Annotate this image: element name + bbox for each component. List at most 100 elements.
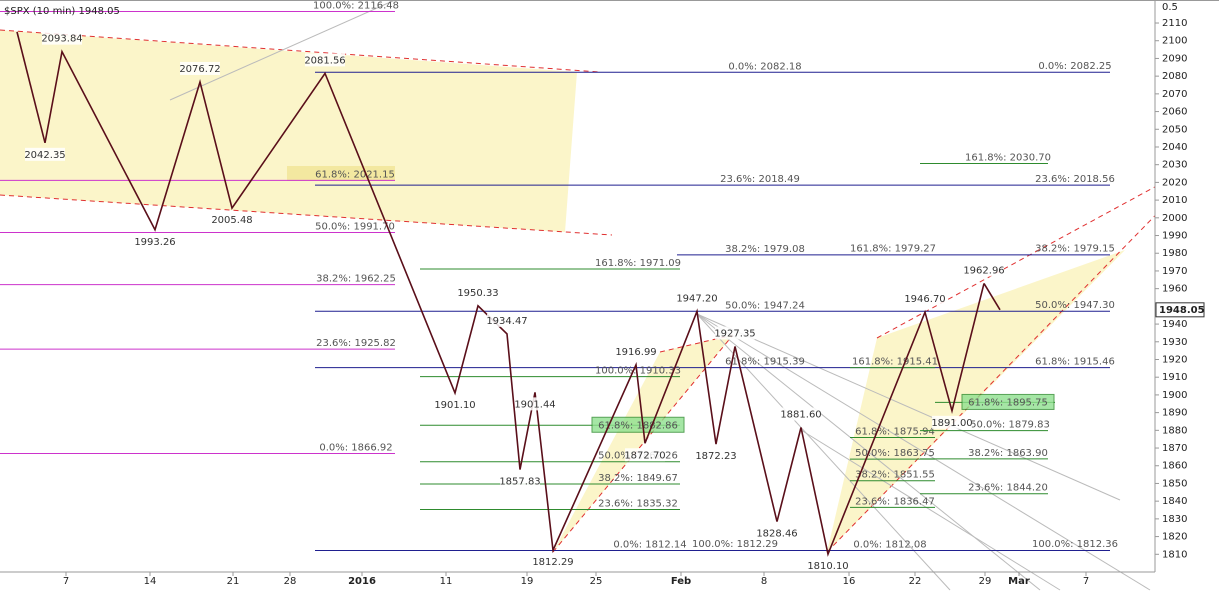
- swing-label-bg: [42, 31, 82, 45]
- y-tick-label: 2060: [1162, 107, 1187, 118]
- last-price-label: 1948.05: [1159, 305, 1205, 316]
- swing-label-bg: [781, 407, 821, 421]
- fib-label: 100.0%: 1910.33: [595, 366, 681, 377]
- swing-label-bg: [500, 474, 540, 488]
- y-tick-label: 2090: [1162, 53, 1187, 64]
- y-tick-label: 1910: [1162, 372, 1187, 383]
- y-tick-label: 1850: [1162, 478, 1187, 489]
- swing-label: 1872.70: [624, 450, 665, 461]
- x-tick-label: Feb: [671, 576, 691, 587]
- fib-label: 0.0%: 1812.08: [853, 540, 926, 551]
- y-tick-label: 2110: [1162, 18, 1187, 29]
- swing-label: 1891.00: [931, 418, 972, 429]
- swing-label: 1857.83: [499, 477, 540, 488]
- price-axis-panel: [1155, 0, 1219, 591]
- price: 2042.35 2093.84 1993.26 2076.72 2005.48 2081.…: [16, 31, 1005, 573]
- swing-label-bg: [25, 147, 65, 161]
- fan-line: [800, 429, 1061, 591]
- x-tick-label: 22: [909, 576, 922, 587]
- swing-label: 2005.48: [211, 215, 252, 226]
- x-tick-label: 16: [843, 576, 856, 587]
- swing-label: 2076.72: [179, 64, 220, 75]
- y-tick-label: 1810: [1162, 549, 1187, 560]
- swing-label: 1828.46: [756, 529, 797, 540]
- swing-label: 2093.84: [41, 34, 82, 45]
- fib-label: 100.0%: 2116.48: [313, 1, 399, 12]
- swing-label: 1916.99: [615, 347, 656, 358]
- y-tick-label: 2030: [1162, 160, 1187, 171]
- trend-line: [552, 334, 734, 553]
- y-tick-label: 1920: [1162, 354, 1187, 365]
- swing-label-bg: [135, 234, 175, 248]
- y-tick-label: 1860: [1162, 461, 1187, 472]
- swing-label: 1947.20: [676, 293, 717, 304]
- swing-label-bg: [715, 326, 755, 340]
- swing-label-bg: [625, 448, 665, 462]
- y-tick-label: 1840: [1162, 496, 1187, 507]
- fib-label: 61.8%: 1915.46: [1035, 357, 1115, 368]
- y-tick-label: 2040: [1162, 142, 1187, 153]
- price-line-ends: [16, 31, 46, 144]
- fib-label: 38.2%: 1962.25: [316, 274, 396, 285]
- fan-line: [169, 0, 396, 101]
- x-tick-label: 2016: [348, 576, 376, 587]
- trend-line: [0, 29, 601, 73]
- fib-label: 161.8%: 1971.09: [595, 258, 681, 269]
- fib-label: 61.8%: 1882.86: [598, 420, 678, 431]
- swing-label: 1993.26: [134, 237, 175, 248]
- channel-fill: [0, 30, 577, 232]
- fib-label: 50.0%: 1947.24: [725, 300, 805, 311]
- fib-label: 61.8%: 2021.15: [315, 169, 395, 180]
- swing-label-bg: [305, 53, 345, 67]
- y-tick-label: 2070: [1162, 89, 1187, 100]
- trend-line: [826, 149, 1219, 553]
- swing-label-bg: [696, 449, 736, 463]
- y-tick-label: 1990: [1162, 231, 1187, 242]
- swing-label: 1812.29: [532, 557, 573, 568]
- x-tick-label: 19: [521, 576, 534, 587]
- x-tick-label: 7: [63, 576, 69, 587]
- y-tick-label: 2010: [1162, 195, 1187, 206]
- fib-label: 50.0%: 1991.70: [315, 222, 395, 233]
- fib-label: 23.6%: 1835.32: [598, 498, 678, 509]
- highlight-box: [961, 393, 1055, 410]
- y-tick-label: 2100: [1162, 36, 1187, 47]
- fib-label: 100.0%: 1812.36: [1032, 539, 1118, 550]
- price-line: [44, 49, 985, 557]
- y-tick-label: 1940: [1162, 319, 1187, 330]
- y-tick-label: 2080: [1162, 71, 1187, 82]
- y-tick-label: 1830: [1162, 514, 1187, 525]
- y-tick-label: 1900: [1162, 390, 1187, 401]
- swing-label: 1962.96: [963, 265, 1004, 276]
- fib-label: 38.2%: 1979.08: [725, 244, 805, 255]
- fib-levels: 100.0%: 2116.48 61.8%: 2021.15 50.0%: 1991…: [0, 1, 1118, 552]
- swing-label: 1872.23: [695, 451, 736, 462]
- swing-label: 1950.33: [457, 288, 498, 299]
- fib-label: 23.6%: 1836.47: [855, 496, 935, 507]
- swing-label: 2042.35: [24, 150, 65, 161]
- y-tick-label: 1980: [1162, 248, 1187, 259]
- y-tick-label: 1970: [1162, 266, 1187, 277]
- fib-label: 0.0%: 2082.25: [1038, 61, 1111, 72]
- swing-label-bg: [932, 415, 972, 429]
- x-tick-label: 8: [761, 576, 767, 587]
- fan-line: [696, 313, 1151, 591]
- fib-label: 61.8%: 1895.75: [968, 397, 1048, 408]
- fib-label: 38.2%: 1849.67: [598, 473, 678, 484]
- swing-label: 2081.56: [304, 55, 345, 66]
- swing-label-bg: [616, 344, 656, 358]
- swing-label: 1881.60: [780, 409, 821, 420]
- y-tick-label: 1870: [1162, 443, 1187, 454]
- swing-label-bg: [905, 292, 945, 306]
- y-tick-label: 2020: [1162, 177, 1187, 188]
- x-tick-label: 29: [979, 576, 992, 587]
- swing-label: 1810.10: [807, 561, 848, 572]
- x-tick-label: 11: [440, 576, 453, 587]
- axis-top-label: 0.5: [1162, 2, 1178, 13]
- fib-label: 61.8%: 1915.39: [725, 357, 805, 368]
- swing-label: 1946.70: [904, 294, 945, 305]
- swing-label: 1901.10: [434, 400, 475, 411]
- x-tick-label: 7: [1083, 576, 1089, 587]
- fib-label: 23.6%: 2018.49: [720, 174, 800, 185]
